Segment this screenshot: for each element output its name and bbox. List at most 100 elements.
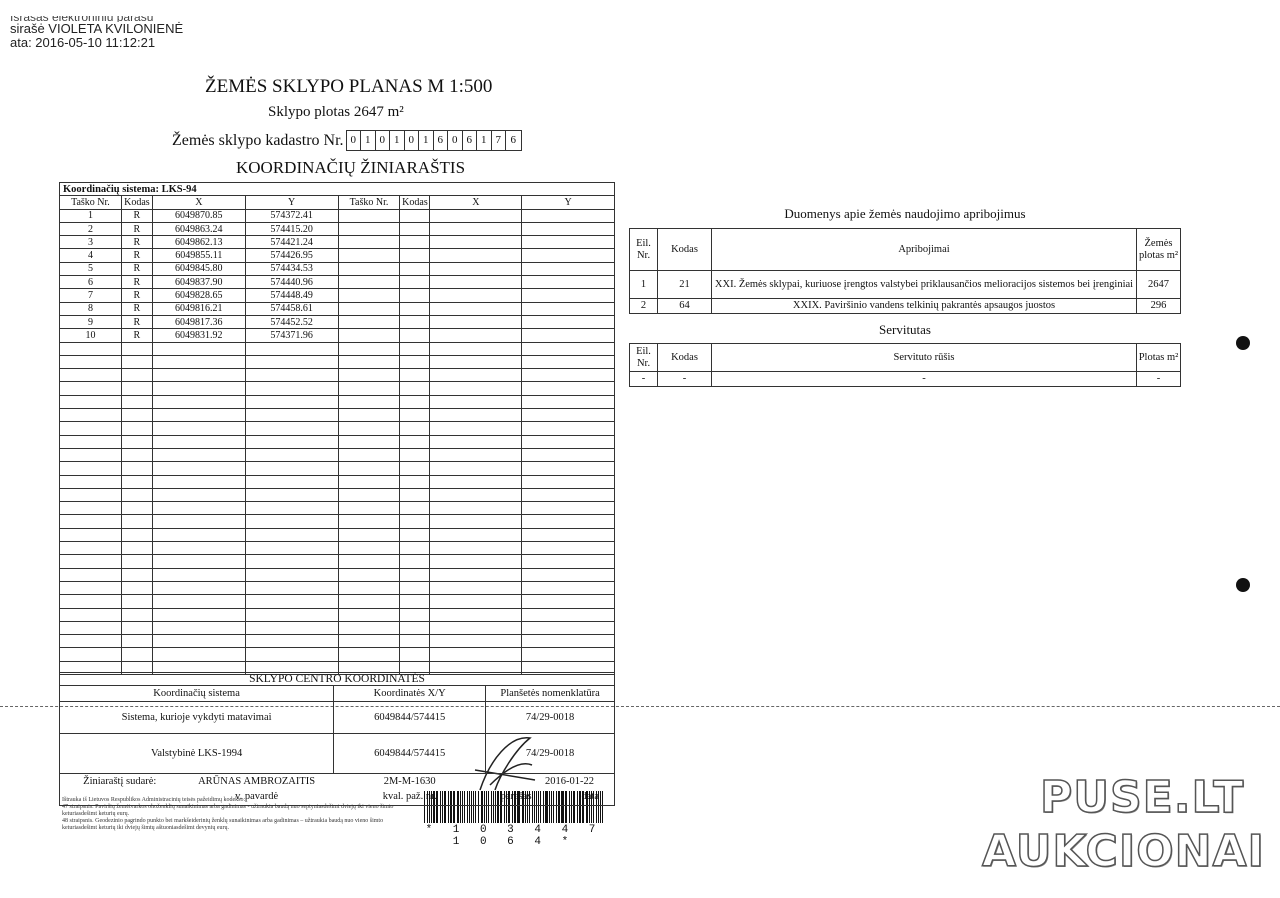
table-row: 5 R 6049845.80 574434.53 (59, 261, 615, 277)
servitude-table: Eil. Nr. Kodas Servituto rūšis Plotas m²… (629, 343, 1181, 387)
barcode-bar (497, 791, 500, 823)
cell (337, 301, 401, 316)
cell (429, 221, 523, 237)
cell (59, 527, 122, 543)
cell (521, 474, 615, 489)
cell (399, 381, 431, 396)
cell (59, 594, 122, 609)
barcode-bar (550, 791, 552, 823)
cell (337, 620, 401, 636)
watermark-line2: AUKCIONAI (981, 825, 1265, 878)
cell (151, 647, 246, 662)
cell: 1 (629, 270, 658, 299)
cell (521, 634, 615, 649)
barcode-bar (467, 791, 469, 823)
coordinate-system: Koordinačių sistema: LKS-94 (59, 181, 615, 197)
cell (521, 421, 615, 436)
center-title: SKLYPO CENTRO KOORDINATĖS (59, 672, 615, 686)
barcode-bar (440, 791, 442, 823)
cell (399, 235, 431, 250)
cell (337, 381, 401, 396)
compiler-label: Žiniaraštį sudarė: (59, 773, 180, 790)
cell (521, 354, 615, 370)
cell (151, 554, 246, 569)
barcode (424, 791, 604, 823)
cell (120, 461, 153, 476)
barcode-bar (475, 791, 477, 823)
cell (244, 394, 339, 410)
table-row: 9 R 6049817.36 574452.52 (59, 314, 615, 330)
barcode-bar (588, 791, 590, 823)
cell (151, 447, 246, 463)
barcode-bar (561, 791, 564, 823)
barcode-bar (590, 791, 592, 823)
cell (429, 434, 523, 449)
barcode-bar (585, 791, 588, 823)
cell (521, 461, 615, 476)
cell: 574452.52 (244, 314, 339, 330)
cell: 4 (59, 248, 122, 263)
barcode-bar (531, 791, 533, 823)
cell (244, 567, 339, 582)
barcode-bar (581, 791, 584, 823)
cell (399, 208, 431, 223)
cadastre-digit: 6 (510, 134, 517, 146)
table-row: 7 R 6049828.65 574448.49 (59, 288, 615, 303)
cell (337, 514, 401, 529)
barcode-bar (426, 791, 428, 823)
cell (429, 275, 523, 290)
cell (521, 554, 615, 569)
header-no: Eil. Nr. (629, 228, 658, 271)
table-row (59, 341, 615, 356)
cell (59, 487, 122, 503)
cell (337, 275, 401, 290)
cell (429, 447, 523, 463)
date-caption: data (581, 791, 600, 803)
header-code: Kodas (657, 343, 712, 372)
table-row (59, 434, 615, 449)
footnote-line: 48 straipsnis. Geodezinio pagrindo punkt… (62, 818, 384, 831)
table-row (59, 408, 615, 423)
barcode-bar (545, 791, 548, 823)
cadastre-digit: 7 (492, 131, 507, 150)
cell (151, 527, 246, 543)
cell (59, 580, 122, 596)
cell: R (120, 288, 153, 303)
barcode-bar (552, 791, 554, 823)
cell (244, 514, 339, 529)
cell (429, 461, 523, 476)
cell (120, 354, 153, 370)
barcode-bar (597, 791, 599, 823)
cell (521, 288, 615, 303)
cadastre-digit: 1 (477, 131, 492, 150)
table-row (59, 368, 615, 383)
cell (337, 501, 401, 516)
cell (59, 461, 122, 476)
barcode-bar (428, 791, 430, 823)
cell (120, 341, 153, 356)
cell (399, 248, 431, 263)
barcode-bar (436, 791, 439, 823)
cell: 574415.20 (244, 221, 339, 237)
cell (521, 567, 615, 582)
cell (151, 394, 246, 410)
cell (59, 341, 122, 356)
cell (151, 487, 246, 503)
cell (429, 474, 523, 489)
cell (429, 354, 523, 370)
cell (120, 368, 153, 383)
barcode-bar (457, 791, 460, 823)
cell (337, 541, 401, 556)
cell (151, 434, 246, 449)
cell (399, 288, 431, 303)
cell (337, 434, 401, 449)
cell (521, 647, 615, 662)
cell (151, 354, 246, 370)
table-row (59, 487, 615, 503)
cell (120, 408, 153, 423)
cell (59, 434, 122, 449)
cell: 7 (59, 288, 122, 303)
barcode-bar (444, 791, 447, 823)
cell: - (1136, 371, 1181, 387)
cell (399, 314, 431, 330)
